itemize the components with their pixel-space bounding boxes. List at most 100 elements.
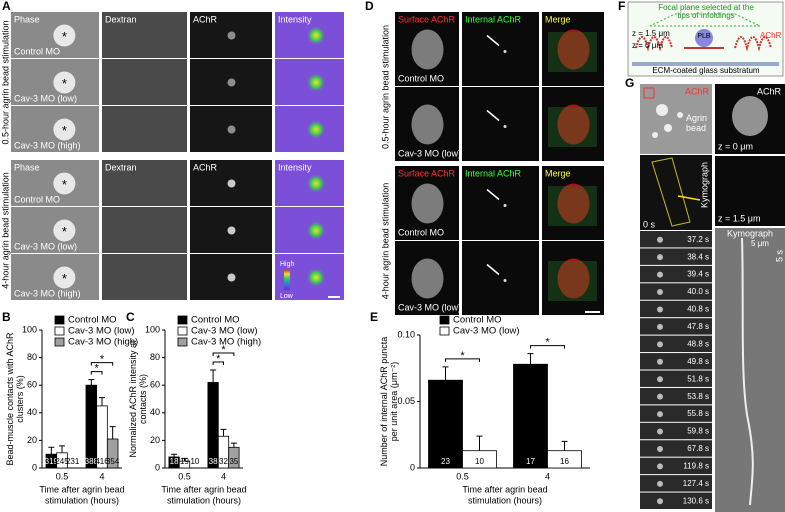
error-bar <box>171 453 178 457</box>
panel-letter: A <box>2 0 11 13</box>
stage-label: 4-hour agrin bead stimulation <box>0 172 10 289</box>
puncta <box>503 204 507 207</box>
frame <box>640 231 712 248</box>
legend-label: Control MO <box>453 315 502 326</box>
frame-puncta <box>657 411 663 418</box>
legend-swatch <box>54 326 65 336</box>
frame <box>640 283 712 300</box>
frame-puncta <box>657 271 663 278</box>
frame-puncta <box>657 306 663 313</box>
frame-time: 40.8 s <box>687 305 709 314</box>
y-tick-label: 40 <box>150 407 160 417</box>
y-tick-label: 0 <box>32 462 37 472</box>
legend-swatch <box>439 315 450 325</box>
bead-marker: * <box>62 224 67 239</box>
n-label: 245 <box>55 457 69 466</box>
error-bar <box>109 426 116 440</box>
legend-label: Cav-3 MO (low) <box>453 326 520 337</box>
time-zero: 0 s <box>643 219 656 229</box>
achr-spot <box>227 179 236 188</box>
frame <box>640 300 712 318</box>
cluster <box>411 104 444 145</box>
frame-puncta <box>657 428 663 435</box>
frame <box>640 265 712 283</box>
row-label: Cav-3 MO (low) <box>14 93 77 103</box>
heat-spot <box>306 173 326 194</box>
panel-letter: D <box>365 0 374 13</box>
row-label: Cav-3 MO (high) <box>14 288 81 298</box>
significance-label: * <box>95 363 100 375</box>
z-label: z = 1.5 μm <box>718 213 760 223</box>
frame-time: 53.8 s <box>687 392 709 401</box>
frame <box>640 422 712 440</box>
column-header: Dextran <box>105 162 137 172</box>
row-label: Cav-3 MO (low) <box>398 148 461 158</box>
puncta <box>503 279 507 282</box>
column-header: Dextran <box>105 14 137 24</box>
frame <box>640 387 712 405</box>
frame-puncta <box>657 393 663 400</box>
merge-green <box>548 261 597 301</box>
error-bar <box>476 435 483 451</box>
legend-label: Cav-3 MO (low) <box>68 326 135 337</box>
panel-letter: E <box>370 310 378 324</box>
row-label: Cav-3 MO (low) <box>398 302 461 312</box>
y-axis-label: Bead-muscle contacts with AChRclusters (… <box>5 332 25 466</box>
micrograph <box>102 59 187 105</box>
bead <box>53 266 76 289</box>
merge-red <box>557 29 590 70</box>
error-bar <box>230 442 237 448</box>
bead <box>652 132 658 138</box>
micrograph <box>102 12 187 58</box>
frame-time: 38.4 s <box>687 252 709 261</box>
legend-label: Cav-3 MO (low) <box>191 326 258 337</box>
y-tick-label: 20 <box>150 435 160 445</box>
column-header: AChR <box>193 14 218 24</box>
frame-time: 39.4 s <box>687 270 709 279</box>
significance-label: * <box>545 337 550 349</box>
cluster <box>732 96 768 136</box>
bead <box>677 112 683 118</box>
frame-puncta <box>657 254 663 261</box>
bead <box>53 172 76 195</box>
heat-spot <box>306 267 326 288</box>
frame-puncta <box>657 358 663 365</box>
micrograph <box>102 207 187 253</box>
x-axis-label: Time after agrin bead stimulation (hours) <box>161 485 246 506</box>
frame-puncta <box>657 341 663 348</box>
error-bar <box>442 366 449 381</box>
cluster <box>411 29 444 70</box>
z-label: z = 0 μm <box>718 141 753 151</box>
bead-marker: * <box>62 123 67 138</box>
n-label: 16 <box>560 457 569 466</box>
error-bar <box>59 445 65 453</box>
frame-puncta <box>657 463 663 470</box>
heat-spot <box>306 220 326 241</box>
n-label: 10 <box>475 457 484 466</box>
frame-time: 47.8 s <box>687 322 709 331</box>
n-label: 17 <box>526 457 535 466</box>
frame <box>640 318 712 335</box>
micrograph <box>462 241 539 315</box>
n-label: 35 <box>229 457 238 466</box>
significance-label: * <box>460 350 465 362</box>
column-header: Intensity <box>278 162 312 172</box>
bead <box>656 104 668 116</box>
micrograph <box>640 84 712 154</box>
significance-bracket <box>90 371 103 375</box>
row-label: Control MO <box>14 46 60 56</box>
error-bar <box>88 379 95 386</box>
stage-label: 4-hour agrin bead stimulation <box>380 183 390 300</box>
merge-red <box>557 104 590 145</box>
frame-time: 55.8 s <box>687 409 709 418</box>
n-label: 19 <box>180 457 189 466</box>
error-bar <box>48 446 55 455</box>
roi <box>643 87 655 99</box>
y-tick-label: 60 <box>27 380 37 390</box>
frame <box>640 492 712 509</box>
x-tick-label: 4 <box>99 471 104 481</box>
frame <box>640 475 712 492</box>
legend-swatch <box>54 337 65 347</box>
achr-label: AChR <box>760 31 782 40</box>
